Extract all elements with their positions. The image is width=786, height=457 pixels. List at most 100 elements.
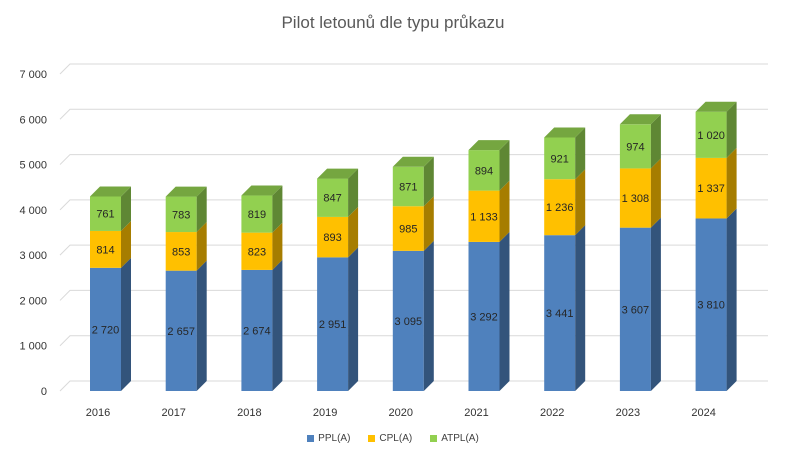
bar-front xyxy=(468,150,500,191)
bar-segment xyxy=(468,231,510,391)
bar-side xyxy=(121,257,131,391)
bar-front xyxy=(165,196,197,233)
legend-label: CPL(A) xyxy=(379,433,413,444)
bar-front xyxy=(392,166,424,207)
data-label: 985 xyxy=(399,224,417,236)
data-label: 3 292 xyxy=(470,311,498,323)
data-label: 819 xyxy=(248,209,266,221)
bar-segment xyxy=(544,225,586,391)
bar-segment xyxy=(695,101,737,158)
bar-front xyxy=(619,227,651,391)
bar-side xyxy=(575,169,586,236)
bar-segment xyxy=(165,222,207,271)
bar-front xyxy=(468,190,500,242)
y-tick-label: 6 000 xyxy=(19,114,47,126)
bar-segment xyxy=(241,185,283,233)
bar-side xyxy=(348,206,359,258)
bar-front xyxy=(90,267,121,391)
bar-front xyxy=(468,241,500,391)
bar-front xyxy=(317,216,349,258)
bar-side xyxy=(196,222,207,271)
legend: PPL(A) CPL(A) ATPL(A) xyxy=(0,433,786,444)
data-label: 1 308 xyxy=(622,193,650,205)
legend-label: ATPL(A) xyxy=(441,433,479,444)
bar-side xyxy=(499,140,510,191)
data-label: 1 020 xyxy=(697,130,725,142)
bar-top xyxy=(317,168,359,179)
bar-top xyxy=(544,127,586,138)
bar-side xyxy=(499,231,510,391)
bar-side xyxy=(499,180,510,242)
bar-segment xyxy=(695,147,737,219)
gridline xyxy=(59,199,768,211)
bar-front xyxy=(165,270,197,391)
bar-front xyxy=(241,269,273,391)
gridline xyxy=(59,108,768,120)
bar-front xyxy=(241,232,273,270)
y-tick-label: 7 000 xyxy=(19,69,47,81)
data-label: 853 xyxy=(172,246,190,258)
bar-segment xyxy=(544,127,586,180)
bar-top xyxy=(90,186,131,197)
bar-segment xyxy=(468,140,510,191)
bar-front xyxy=(165,232,197,271)
legend-label: PPL(A) xyxy=(318,433,351,444)
x-tick-label: 2021 xyxy=(464,407,488,419)
data-label: 3 441 xyxy=(546,308,574,320)
bar-side xyxy=(650,217,661,391)
legend-item: CPL(A) xyxy=(368,433,412,444)
bar-segment xyxy=(392,240,434,391)
bar-segment xyxy=(90,257,131,391)
bar-segment xyxy=(392,196,434,251)
bar-segment xyxy=(90,186,131,231)
y-tick-label: 3 000 xyxy=(19,250,47,262)
data-label: 894 xyxy=(475,165,493,177)
chart-title: Pilot letounů dle typu průkazu xyxy=(281,13,505,32)
bar-segment xyxy=(468,180,510,242)
bar-segment xyxy=(241,259,283,391)
bar-side xyxy=(423,196,434,251)
bar-segment xyxy=(392,156,434,207)
x-tick-label: 2016 xyxy=(86,407,110,419)
bar-front xyxy=(392,206,424,251)
bar-side xyxy=(726,101,737,158)
y-tick-label: 5 000 xyxy=(19,160,47,172)
bar-side xyxy=(348,168,359,217)
data-label: 1 337 xyxy=(697,183,725,195)
bar-segment xyxy=(619,158,661,228)
bar-segment xyxy=(544,169,586,236)
legend-item: ATPL(A) xyxy=(430,433,479,444)
bar-front xyxy=(544,235,576,391)
data-label: 3 095 xyxy=(395,316,423,328)
bar-front xyxy=(619,168,651,228)
y-tick-label: 1 000 xyxy=(19,341,47,353)
data-label: 814 xyxy=(96,244,114,256)
bar-front xyxy=(241,195,273,233)
legend-item: PPL(A) xyxy=(307,433,350,444)
y-tick-label: 0 xyxy=(41,386,47,398)
bar-side xyxy=(726,208,737,391)
bar-side xyxy=(423,156,434,207)
data-label: 761 xyxy=(96,209,114,221)
bar-top xyxy=(165,186,207,197)
data-label: 921 xyxy=(551,153,569,165)
x-tick-label: 2023 xyxy=(616,407,640,419)
bar-front xyxy=(90,196,121,231)
bar-side xyxy=(650,114,661,169)
gridline xyxy=(59,244,768,256)
bar-side xyxy=(121,220,131,268)
y-tick-label: 4 000 xyxy=(19,205,47,217)
bar-side xyxy=(121,186,131,231)
bar-side xyxy=(272,259,283,391)
data-label: 783 xyxy=(172,209,190,221)
bar-side xyxy=(272,222,283,270)
data-label: 3 810 xyxy=(697,300,725,312)
bar-front xyxy=(695,157,727,219)
bar-front xyxy=(619,124,651,169)
data-label: 2 720 xyxy=(92,324,120,336)
x-tick-label: 2020 xyxy=(389,407,413,419)
bar-top xyxy=(241,185,283,196)
bar-top xyxy=(392,156,434,167)
bar-side xyxy=(348,247,359,391)
